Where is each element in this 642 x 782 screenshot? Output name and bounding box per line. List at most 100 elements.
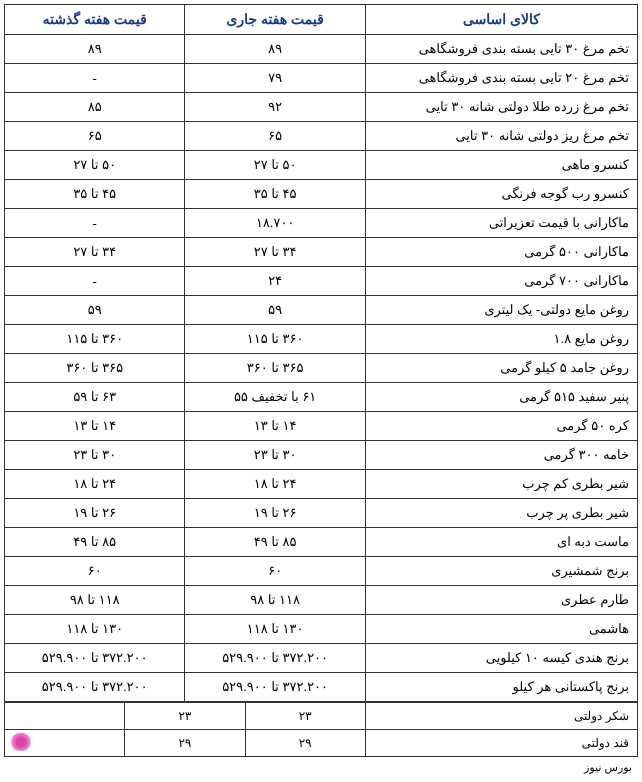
source-table: بورس نیوز	[4, 757, 638, 778]
last-price-cell: ۳۷۲.۲۰۰ تا ۵۲۹.۹۰۰	[5, 673, 185, 702]
last-price-cell: ۸۵ تا ۴۹	[5, 528, 185, 557]
gand-row: قند دولتی۲۹۲۹	[5, 730, 638, 757]
last-price-cell: ۳۷۲.۲۰۰ تا ۵۲۹.۹۰۰	[5, 644, 185, 673]
table-row: خامه ۳۰۰ گرمی۳۰ تا ۲۳۳۰ تا ۲۳	[5, 441, 638, 470]
table-row: روغن مایع دولتی- یک لیتری۵۹۵۹	[5, 296, 638, 325]
logo-cell	[5, 730, 125, 757]
last-price-cell: ۳۶۰ تا ۱۱۵	[5, 325, 185, 354]
item-name-cell: شیر بطری پر چرب	[365, 499, 637, 528]
table-row: کره ۵۰ گرمی۱۴ تا ۱۳۱۴ تا ۱۳	[5, 412, 638, 441]
gand-item-cell: قند دولتی	[365, 730, 637, 757]
header-current-week: قیمت هفته جاری	[185, 5, 365, 35]
last-price-cell: ۶۰	[5, 557, 185, 586]
current-price-cell: ۳۶۰ تا ۱۱۵	[185, 325, 365, 354]
table-row: هاشمی۱۳۰ تا ۱۱۸۱۳۰ تا ۱۱۸	[5, 615, 638, 644]
price-table: کالای اساسی قیمت هفته جاری قیمت هفته گذش…	[4, 4, 638, 702]
current-price-cell: ۳۶۵ تا ۳۶۰	[185, 354, 365, 383]
item-name-cell: کره ۵۰ گرمی	[365, 412, 637, 441]
table-row: ماست دبه ای۸۵ تا ۴۹۸۵ تا ۴۹	[5, 528, 638, 557]
table-row: برنج پاکستانی هر کیلو۳۷۲.۲۰۰ تا ۵۲۹.۹۰۰۳…	[5, 673, 638, 702]
current-price-cell: ۸۵ تا ۴۹	[185, 528, 365, 557]
item-name-cell: کنسرو رب گوجه فرنگی	[365, 180, 637, 209]
sugar-item-cell: شکر دولتی	[365, 703, 637, 730]
current-price-cell: ۳۰ تا ۲۳	[185, 441, 365, 470]
current-price-cell: ۷۹	[185, 64, 365, 93]
current-price-cell: ۳۷۲.۲۰۰ تا ۵۲۹.۹۰۰	[185, 673, 365, 702]
last-price-cell: ۶۳ تا ۵۹	[5, 383, 185, 412]
item-name-cell: تخم مرغ ریز دولتی شانه ۳۰ تایی	[365, 122, 637, 151]
item-name-cell: روغن جامد ۵ کیلو گرمی	[365, 354, 637, 383]
sugar-val-cell: ۲۳	[125, 703, 245, 730]
table-row: روغن مایع ۱.۸۳۶۰ تا ۱۱۵۳۶۰ تا ۱۱۵	[5, 325, 638, 354]
source-row: بورس نیوز	[4, 757, 638, 778]
current-price-cell: ۳۴ تا ۲۷	[185, 238, 365, 267]
item-name-cell: تخم مرغ ۲۰ تایی بسته بندی فروشگاهی	[365, 64, 637, 93]
current-price-cell: ۵۹	[185, 296, 365, 325]
table-row: طارم عطری۱۱۸ تا ۹۸۱۱۸ تا ۹۸	[5, 586, 638, 615]
last-price-cell: ۸۹	[5, 35, 185, 64]
item-name-cell: ماکارانی با قیمت تعزیراتی	[365, 209, 637, 238]
current-price-cell: ۱۳۰ تا ۱۱۸	[185, 615, 365, 644]
current-price-cell: ۴۵ تا ۳۵	[185, 180, 365, 209]
last-price-cell: ۱۱۸ تا ۹۸	[5, 586, 185, 615]
current-price-cell: ۱۴ تا ۱۳	[185, 412, 365, 441]
header-row: کالای اساسی قیمت هفته جاری قیمت هفته گذش…	[5, 5, 638, 35]
last-price-cell: ۴۵ تا ۳۵	[5, 180, 185, 209]
last-price-cell: ۱۴ تا ۱۳	[5, 412, 185, 441]
last-price-cell: -	[5, 64, 185, 93]
table-row: شیر بطری کم چرب۲۴ تا ۱۸۲۴ تا ۱۸	[5, 470, 638, 499]
sugar-empty-cell	[5, 703, 125, 730]
item-name-cell: تخم مرغ ۳۰ تایی بسته بندی فروشگاهی	[365, 35, 637, 64]
item-name-cell: روغن مایع دولتی- یک لیتری	[365, 296, 637, 325]
last-price-cell: -	[5, 267, 185, 296]
last-price-cell: ۶۵	[5, 122, 185, 151]
current-price-cell: ۸۹	[185, 35, 365, 64]
current-price-cell: ۱۸.۷۰۰	[185, 209, 365, 238]
item-name-cell: شیر بطری کم چرب	[365, 470, 637, 499]
header-item: کالای اساسی	[365, 5, 637, 35]
item-name-cell: برنج هندی کیسه ۱۰ کیلویی	[365, 644, 637, 673]
last-price-cell: ۸۵	[5, 93, 185, 122]
current-price-cell: ۳۷۲.۲۰۰ تا ۵۲۹.۹۰۰	[185, 644, 365, 673]
current-price-cell: ۲۴ تا ۱۸	[185, 470, 365, 499]
item-name-cell: پنیر سفید ۵۱۵ گرمی	[365, 383, 637, 412]
table-row: برنج شمشیری۶۰۶۰	[5, 557, 638, 586]
gand-val-cell: ۲۹	[245, 730, 365, 757]
table-row: تخم مرغ زرده طلا دولتی شانه ۳۰ تایی۹۲۸۵	[5, 93, 638, 122]
item-name-cell: ماکارانی ۵۰۰ گرمی	[365, 238, 637, 267]
current-price-cell: ۵۰ تا ۲۷	[185, 151, 365, 180]
item-name-cell: کنسرو ماهی	[365, 151, 637, 180]
gand-val-cell: ۲۹	[125, 730, 245, 757]
table-row: ماکارانی با قیمت تعزیراتی۱۸.۷۰۰-	[5, 209, 638, 238]
item-name-cell: برنج پاکستانی هر کیلو	[365, 673, 637, 702]
item-name-cell: برنج شمشیری	[365, 557, 637, 586]
item-name-cell: ماست دبه ای	[365, 528, 637, 557]
last-price-cell: ۳۰ تا ۲۳	[5, 441, 185, 470]
table-row: تخم مرغ ۲۰ تایی بسته بندی فروشگاهی۷۹-	[5, 64, 638, 93]
last-price-cell: ۲۶ تا ۱۹	[5, 499, 185, 528]
header-last-week: قیمت هفته گذشته	[5, 5, 185, 35]
current-price-cell: ۲۶ تا ۱۹	[185, 499, 365, 528]
table-row: تخم مرغ ۳۰ تایی بسته بندی فروشگاهی۸۹۸۹	[5, 35, 638, 64]
item-name-cell: هاشمی	[365, 615, 637, 644]
table-row: کنسرو رب گوجه فرنگی۴۵ تا ۳۵۴۵ تا ۳۵	[5, 180, 638, 209]
sugar-row: شکر دولتی۲۳۲۳	[5, 703, 638, 730]
sugar-val-cell: ۲۳	[245, 703, 365, 730]
table-row: تخم مرغ ریز دولتی شانه ۳۰ تایی۶۵۶۵	[5, 122, 638, 151]
table-row: کنسرو ماهی۵۰ تا ۲۷۵۰ تا ۲۷	[5, 151, 638, 180]
item-name-cell: طارم عطری	[365, 586, 637, 615]
current-price-cell: ۱۱۸ تا ۹۸	[185, 586, 365, 615]
table-row: پنیر سفید ۵۱۵ گرمی۶۱ با تخفیف ۵۵۶۳ تا ۵۹	[5, 383, 638, 412]
table-row: روغن جامد ۵ کیلو گرمی۳۶۵ تا ۳۶۰۳۶۵ تا ۳۶…	[5, 354, 638, 383]
last-price-cell: ۱۳۰ تا ۱۱۸	[5, 615, 185, 644]
current-price-cell: ۶۱ با تخفیف ۵۵	[185, 383, 365, 412]
table-row: ماکارانی ۷۰۰ گرمی۲۴-	[5, 267, 638, 296]
source-logo-icon	[9, 733, 33, 751]
current-price-cell: ۶۰	[185, 557, 365, 586]
item-name-cell: خامه ۳۰۰ گرمی	[365, 441, 637, 470]
last-price-cell: ۳۴ تا ۲۷	[5, 238, 185, 267]
current-price-cell: ۶۵	[185, 122, 365, 151]
sugar-subtable: شکر دولتی۲۳۲۳قند دولتی۲۹۲۹	[4, 702, 638, 757]
source-label: بورس نیوز	[4, 757, 638, 778]
table-row: برنج هندی کیسه ۱۰ کیلویی۳۷۲.۲۰۰ تا ۵۲۹.۹…	[5, 644, 638, 673]
